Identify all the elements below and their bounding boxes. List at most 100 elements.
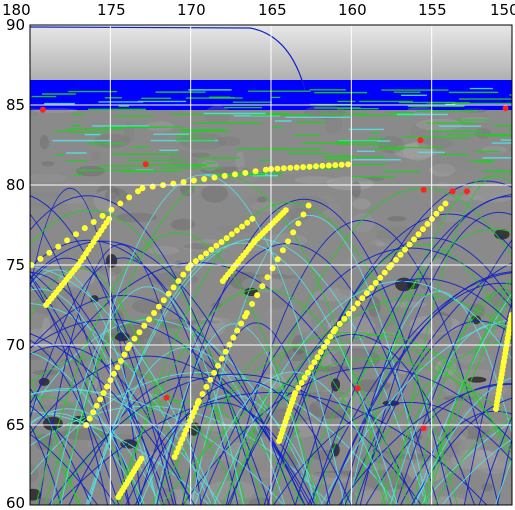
yellow-point bbox=[338, 161, 345, 168]
terrain-patch bbox=[299, 312, 312, 333]
orbit-track bbox=[30, 266, 217, 505]
x-axis-labels: 180 175 170 165 160 155 150 bbox=[2, 1, 515, 19]
yellow-point bbox=[314, 354, 321, 361]
orbit-track bbox=[342, 340, 512, 505]
terrain-patch bbox=[136, 393, 163, 402]
yellow-point bbox=[218, 238, 225, 245]
terrain-patch bbox=[37, 405, 77, 411]
yellow-point bbox=[121, 351, 128, 358]
yellow-point bbox=[187, 418, 194, 425]
orbit-track bbox=[365, 383, 512, 505]
terrain-patch bbox=[362, 397, 375, 403]
yellow-point bbox=[218, 355, 225, 362]
yellow-point bbox=[155, 303, 162, 310]
polar-orbit-track bbox=[30, 26, 306, 91]
yellow-point bbox=[397, 251, 404, 258]
yellow-point bbox=[304, 369, 311, 376]
orbit-track bbox=[420, 278, 512, 505]
yellow-point bbox=[214, 362, 221, 369]
graticule bbox=[29, 24, 513, 506]
orbit-track bbox=[340, 196, 512, 505]
orbit-track bbox=[30, 413, 142, 505]
terrain-patch bbox=[352, 212, 375, 233]
orbit-track bbox=[194, 371, 391, 505]
orbit-track bbox=[210, 295, 512, 505]
terrain-patch bbox=[429, 163, 456, 177]
orbit-track bbox=[30, 257, 177, 505]
orbit-track bbox=[30, 357, 245, 505]
yellow-point bbox=[228, 231, 235, 238]
y-tick-65: 65 bbox=[6, 416, 25, 434]
terrain-patch bbox=[191, 152, 210, 158]
terrain-patch bbox=[138, 333, 177, 347]
terrain-patch bbox=[76, 165, 106, 177]
red-point bbox=[420, 186, 427, 193]
yellow-point bbox=[300, 164, 307, 171]
yellow-point bbox=[72, 231, 79, 238]
terrain-patch bbox=[201, 184, 229, 203]
yellow-point bbox=[327, 333, 334, 340]
yellow-point bbox=[442, 200, 449, 207]
orbit-track bbox=[44, 318, 247, 505]
yellow-point bbox=[136, 329, 143, 336]
yellow-point bbox=[419, 226, 426, 233]
orbit-track bbox=[263, 237, 512, 505]
terrain-patch bbox=[96, 184, 120, 201]
yellow-point bbox=[181, 431, 188, 438]
yellow-point bbox=[336, 320, 343, 327]
terrain-patch bbox=[375, 241, 385, 247]
orbit-track bbox=[389, 323, 512, 505]
terrain-patch bbox=[188, 186, 201, 197]
orbit-track bbox=[30, 345, 193, 505]
polar-track-stripes bbox=[31, 87, 512, 178]
yellow-point bbox=[213, 242, 220, 249]
terrain-patch bbox=[352, 198, 371, 210]
yellow-point bbox=[287, 164, 294, 171]
terrain-patch bbox=[473, 449, 494, 458]
yellow-point bbox=[259, 283, 266, 290]
orbit-track bbox=[227, 278, 512, 505]
crater-shadow bbox=[30, 488, 42, 501]
terrain-patch bbox=[97, 264, 122, 277]
terrain-patch bbox=[30, 347, 52, 361]
terrain-patch bbox=[456, 146, 466, 167]
terrain-patch bbox=[30, 108, 39, 117]
orbit-track bbox=[30, 213, 131, 505]
yellow-point bbox=[280, 165, 287, 172]
terrain-patch bbox=[280, 262, 307, 277]
orbit-track bbox=[30, 275, 109, 505]
yellow-point bbox=[110, 370, 117, 377]
yellow-point bbox=[345, 310, 352, 317]
yellow-point bbox=[295, 384, 302, 391]
yellow-point bbox=[424, 221, 431, 228]
yellow-point bbox=[175, 278, 182, 284]
yellow-point bbox=[392, 256, 399, 263]
orbit-track bbox=[30, 395, 145, 505]
terrain-patch bbox=[30, 465, 39, 483]
yellow-point bbox=[171, 454, 178, 460]
yellow-point bbox=[90, 409, 97, 416]
orbit-track bbox=[30, 288, 158, 505]
terrain-patch bbox=[286, 207, 311, 223]
terrain-patch bbox=[433, 138, 460, 160]
terrain-patch bbox=[148, 245, 180, 255]
orbit-track bbox=[30, 282, 130, 505]
orbit-track bbox=[30, 269, 158, 505]
yellow-point bbox=[126, 194, 133, 201]
orbit-track bbox=[355, 320, 512, 505]
terrain-patch bbox=[213, 452, 237, 468]
terrain-patch bbox=[253, 406, 295, 412]
terrain-patch bbox=[93, 190, 120, 213]
terrain-patch bbox=[96, 270, 117, 283]
yellow-point bbox=[223, 235, 230, 242]
red-point bbox=[417, 137, 424, 144]
orbit-track bbox=[310, 194, 512, 505]
terrain-patch bbox=[350, 355, 370, 367]
yellow-point-series bbox=[30, 161, 512, 500]
x-tick-170: 170 bbox=[177, 1, 206, 19]
yellow-point bbox=[234, 327, 241, 334]
terrain-patch bbox=[235, 151, 245, 172]
x-tick-155: 155 bbox=[418, 1, 447, 19]
yellow-point bbox=[401, 246, 408, 253]
